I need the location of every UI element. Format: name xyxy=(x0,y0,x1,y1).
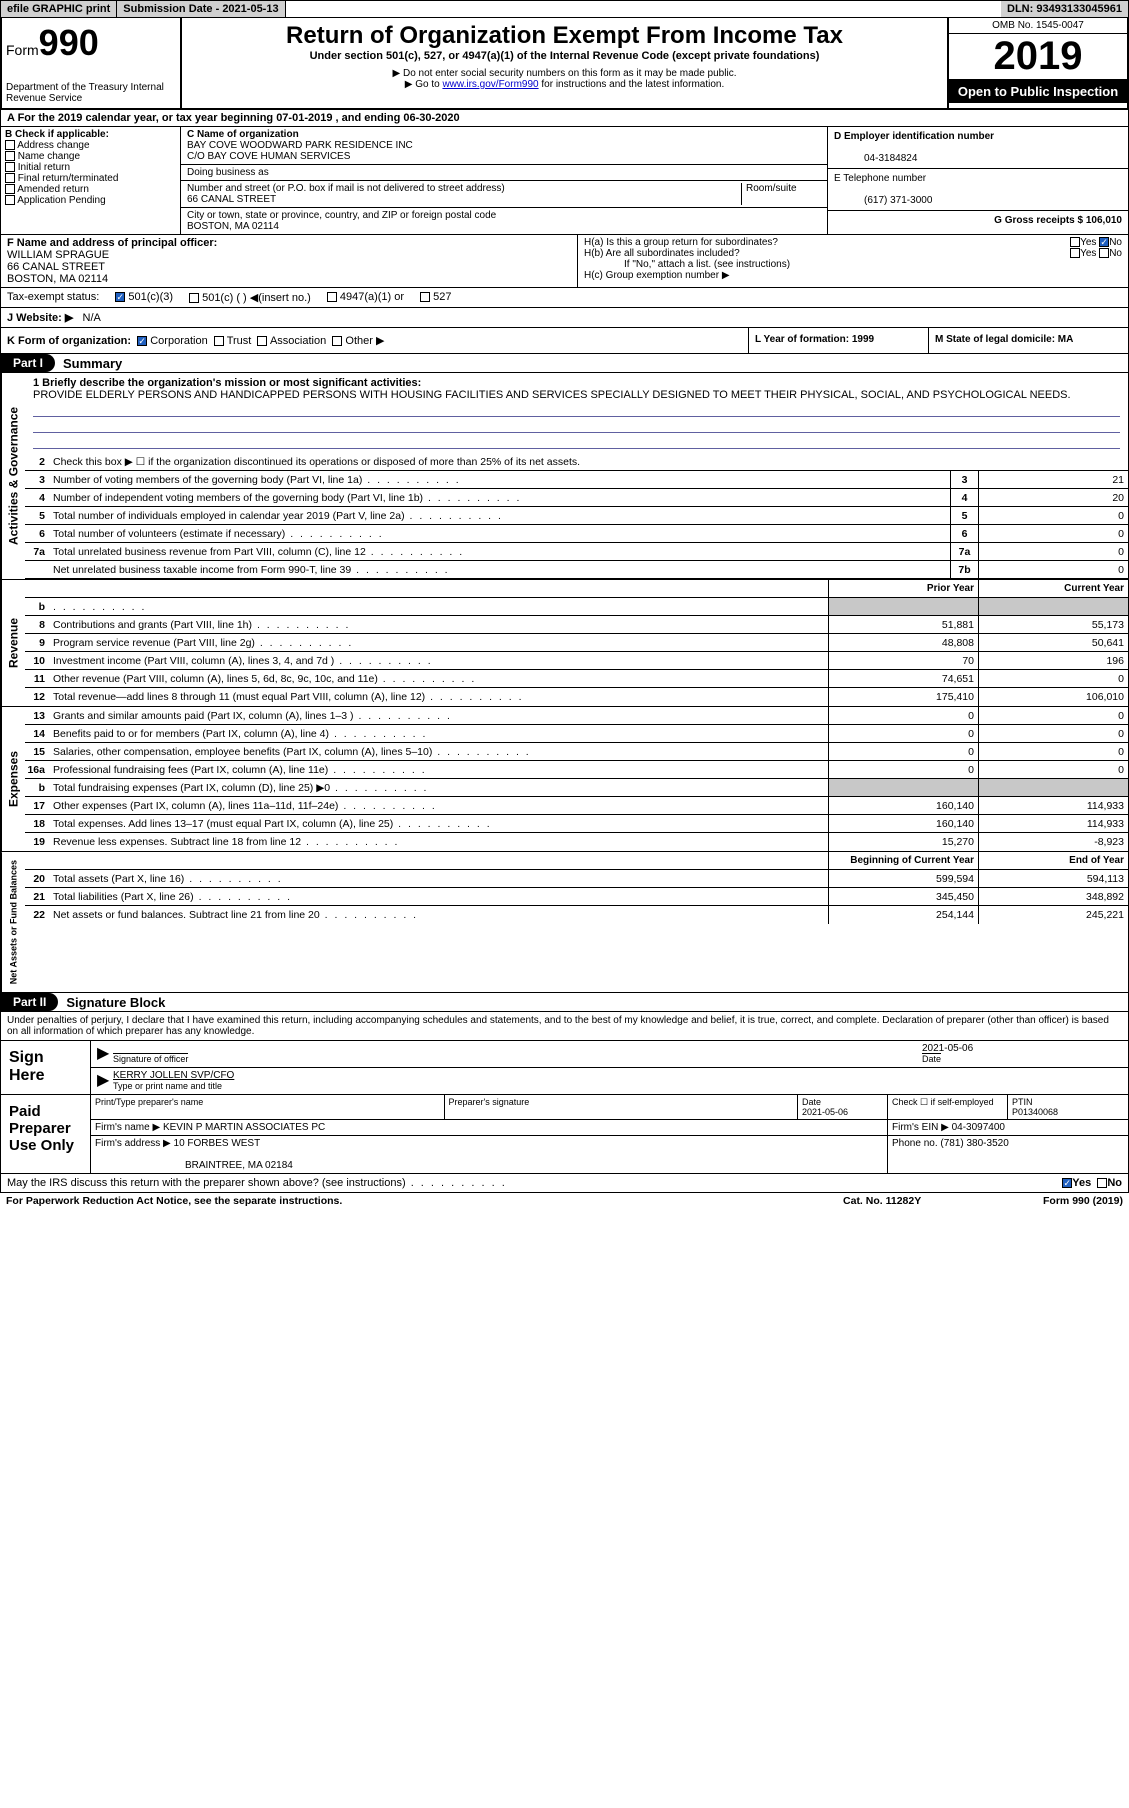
summary-line: 5Total number of individuals employed in… xyxy=(25,507,1128,525)
tax-year: 2019 xyxy=(949,34,1127,80)
part2-header: Part II Signature Block xyxy=(0,993,1129,1012)
form-title: Return of Organization Exempt From Incom… xyxy=(190,22,939,50)
na-header: Beginning of Current Year End of Year xyxy=(25,852,1128,870)
box-g: G Gross receipts $ 106,010 xyxy=(828,211,1128,230)
part1-header: Part I Summary xyxy=(0,354,1129,373)
summary-line: 6Total number of volunteers (estimate if… xyxy=(25,525,1128,543)
box-h: H(a) Is this a group return for subordin… xyxy=(578,235,1128,287)
sign-here: Sign Here ▶ Signature of officer 2021-05… xyxy=(0,1041,1129,1095)
form-number: Form990 xyxy=(6,22,176,64)
box-l: L Year of formation: 1999 xyxy=(748,328,928,353)
governance-block: Activities & Governance 1 Briefly descri… xyxy=(0,373,1129,580)
summary-line: 13Grants and similar amounts paid (Part … xyxy=(25,707,1128,725)
top-bar: efile GRAPHIC print Submission Date - 20… xyxy=(0,0,1129,18)
form-header: Form990 Department of the Treasury Inter… xyxy=(0,18,1129,110)
submission-date: Submission Date - 2021-05-13 xyxy=(117,1,285,17)
box-f: F Name and address of principal officer:… xyxy=(1,235,578,287)
box-d: D Employer identification number 04-3184… xyxy=(828,127,1128,169)
summary-line: 2Check this box ▶ ☐ if the organization … xyxy=(25,453,1128,471)
box-right: D Employer identification number 04-3184… xyxy=(828,127,1128,234)
summary-line: 15Salaries, other compensation, employee… xyxy=(25,743,1128,761)
form-subtitle: Under section 501(c), 527, or 4947(a)(1)… xyxy=(190,50,939,62)
summary-line: 12Total revenue—add lines 8 through 11 (… xyxy=(25,688,1128,706)
summary-line: 16aProfessional fundraising fees (Part I… xyxy=(25,761,1128,779)
form-ref: Form 990 (2019) xyxy=(1043,1195,1123,1207)
box-j: J Website: ▶ N/A xyxy=(0,308,1129,328)
summary-line: 21Total liabilities (Part X, line 26)345… xyxy=(25,888,1128,906)
summary-line: 11Other revenue (Part VIII, column (A), … xyxy=(25,670,1128,688)
box-k: K Form of organization: ✓ Corporation Tr… xyxy=(1,328,748,353)
paid-preparer: Paid Preparer Use Only Print/Type prepar… xyxy=(0,1095,1129,1174)
summary-line: 10Investment income (Part VIII, column (… xyxy=(25,652,1128,670)
box-c: C Name of organization BAY COVE WOODWARD… xyxy=(181,127,828,234)
summary-line: 19Revenue less expenses. Subtract line 1… xyxy=(25,833,1128,851)
box-i: Tax-exempt status: ✓ 501(c)(3) 501(c) ( … xyxy=(0,288,1129,308)
open-public: Open to Public Inspection xyxy=(949,80,1127,103)
summary-line: 8Contributions and grants (Part VIII, li… xyxy=(25,616,1128,634)
summary-line: 9Program service revenue (Part VIII, lin… xyxy=(25,634,1128,652)
discuss-row: May the IRS discuss this return with the… xyxy=(0,1174,1129,1193)
period-row: A For the 2019 calendar year, or tax yea… xyxy=(0,110,1129,127)
summary-line: 14Benefits paid to or for members (Part … xyxy=(25,725,1128,743)
summary-line: bTotal fundraising expenses (Part IX, co… xyxy=(25,779,1128,797)
efile-link[interactable]: efile GRAPHIC print xyxy=(1,1,117,17)
summary-line: Net unrelated business taxable income fr… xyxy=(25,561,1128,579)
irs-link[interactable]: www.irs.gov/Form990 xyxy=(442,79,538,90)
netassets-block: Net Assets or Fund Balances Beginning of… xyxy=(0,852,1129,993)
summary-line: 3Number of voting members of the governi… xyxy=(25,471,1128,489)
summary-line: 7aTotal unrelated business revenue from … xyxy=(25,543,1128,561)
summary-line: 22Net assets or fund balances. Subtract … xyxy=(25,906,1128,924)
expenses-block: Expenses 13Grants and similar amounts pa… xyxy=(0,707,1129,852)
box-m: M State of legal domicile: MA xyxy=(928,328,1128,353)
note-link: ▶ Go to www.irs.gov/Form990 for instruct… xyxy=(190,79,939,90)
summary-line: b xyxy=(25,598,1128,616)
note-ssn: ▶ Do not enter social security numbers o… xyxy=(190,68,939,79)
box-b: B Check if applicable: Address change Na… xyxy=(1,127,181,234)
dln: DLN: 93493133045961 xyxy=(1001,1,1128,17)
dept-treasury: Department of the Treasury Internal Reve… xyxy=(6,82,176,104)
summary-line: 4Number of independent voting members of… xyxy=(25,489,1128,507)
summary-line: 17Other expenses (Part IX, column (A), l… xyxy=(25,797,1128,815)
revenue-block: Revenue Prior Year Current Year b8Contri… xyxy=(0,580,1129,707)
footer: For Paperwork Reduction Act Notice, see … xyxy=(0,1193,1129,1209)
fin-header: Prior Year Current Year xyxy=(25,580,1128,598)
summary-line: 18Total expenses. Add lines 13–17 (must … xyxy=(25,815,1128,833)
box-e: E Telephone number (617) 371-3000 xyxy=(828,169,1128,211)
summary-line: 20Total assets (Part X, line 16)599,5945… xyxy=(25,870,1128,888)
penalty-text: Under penalties of perjury, I declare th… xyxy=(0,1012,1129,1041)
omb-number: OMB No. 1545-0047 xyxy=(949,18,1127,34)
